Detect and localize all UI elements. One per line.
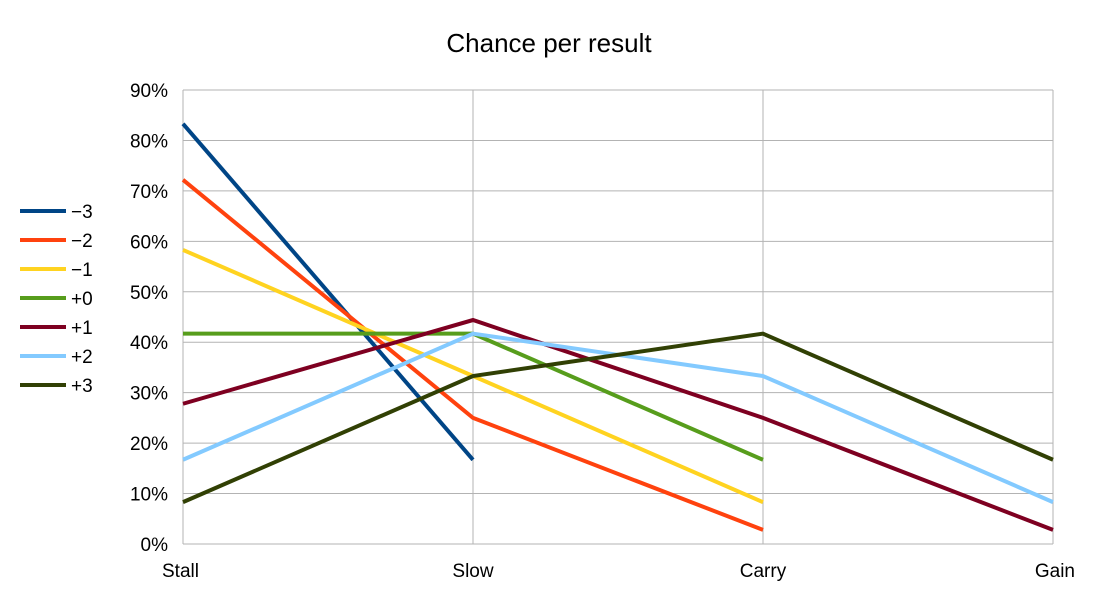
legend-label: +2 [71, 347, 93, 368]
y-tick-label: 90% [130, 81, 168, 102]
y-tick-label: 80% [130, 131, 168, 152]
y-tick-label: 60% [130, 232, 168, 253]
x-tick-label: Gain [1035, 561, 1075, 582]
y-tick-label: 10% [130, 485, 168, 506]
y-axis-ticks: 0% 10% 20% 30% 40% 50% 60% 70% 80% 90% [130, 81, 168, 556]
x-axis-ticks: Stall Slow Carry Gain [162, 561, 1075, 582]
x-tick-label: Slow [452, 561, 493, 582]
legend-label: −3 [71, 202, 93, 223]
y-tick-label: 40% [130, 333, 168, 354]
series-line [181, 122, 475, 462]
series-line [181, 178, 764, 532]
y-tick-label: 0% [141, 535, 169, 556]
series-lines [181, 122, 1054, 532]
y-tick-label: 70% [130, 182, 168, 203]
series-line [182, 331, 1054, 504]
y-tick-label: 20% [130, 434, 168, 455]
legend-label: +1 [71, 318, 93, 339]
legend-label: +0 [71, 289, 93, 310]
series-line [182, 317, 1054, 532]
legend: −3 −2 −1 +0 +1 +2 +3 [20, 202, 93, 397]
chart-title: Chance per result [446, 28, 652, 58]
legend-label: +3 [71, 376, 93, 397]
x-tick-label: Carry [740, 561, 787, 582]
x-tick-label: Stall [162, 561, 199, 582]
y-tick-label: 30% [130, 384, 168, 405]
legend-label: −2 [71, 231, 93, 252]
series-line [182, 331, 1054, 504]
legend-label: −1 [71, 260, 93, 281]
y-tick-label: 50% [130, 283, 168, 304]
